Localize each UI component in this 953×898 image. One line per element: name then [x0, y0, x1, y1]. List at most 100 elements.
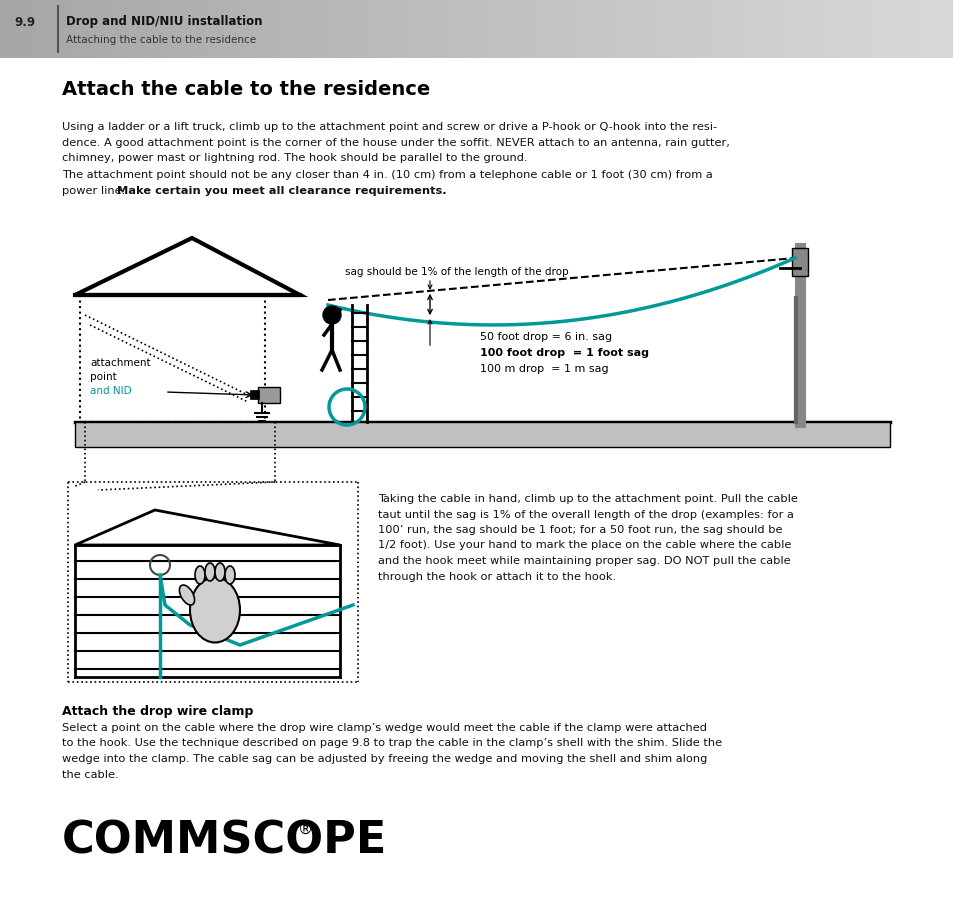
- Bar: [48, 0, 52, 58]
- Text: 50 foot drop = 6 in. sag: 50 foot drop = 6 in. sag: [479, 332, 612, 342]
- Bar: [801, 0, 805, 58]
- Bar: [743, 0, 748, 58]
- Bar: [948, 0, 953, 58]
- Bar: [324, 0, 329, 58]
- Bar: [700, 0, 705, 58]
- Bar: [519, 0, 524, 58]
- Bar: [791, 248, 807, 276]
- Bar: [596, 0, 600, 58]
- Bar: [262, 0, 267, 58]
- Bar: [233, 0, 238, 58]
- Bar: [724, 0, 729, 58]
- Bar: [29, 0, 33, 58]
- Bar: [667, 0, 672, 58]
- Bar: [553, 0, 558, 58]
- Bar: [357, 0, 362, 58]
- Bar: [524, 0, 529, 58]
- Bar: [143, 0, 148, 58]
- Bar: [753, 0, 758, 58]
- Bar: [291, 0, 295, 58]
- Bar: [248, 0, 253, 58]
- Bar: [314, 0, 319, 58]
- Bar: [448, 0, 453, 58]
- Bar: [148, 0, 152, 58]
- Bar: [286, 0, 291, 58]
- Bar: [205, 0, 210, 58]
- Text: attachment: attachment: [90, 358, 151, 368]
- Bar: [777, 0, 781, 58]
- Bar: [362, 0, 367, 58]
- Bar: [257, 0, 262, 58]
- Bar: [691, 0, 696, 58]
- Text: Attaching the cable to the residence: Attaching the cable to the residence: [66, 35, 255, 45]
- Bar: [367, 0, 372, 58]
- Bar: [824, 0, 829, 58]
- Bar: [467, 0, 472, 58]
- Bar: [510, 0, 515, 58]
- Bar: [195, 0, 200, 58]
- Bar: [843, 0, 848, 58]
- Bar: [372, 0, 376, 58]
- Bar: [534, 0, 538, 58]
- Bar: [334, 0, 338, 58]
- Bar: [91, 0, 95, 58]
- Bar: [786, 0, 791, 58]
- Text: ®: ®: [297, 822, 313, 837]
- Bar: [353, 0, 357, 58]
- Bar: [629, 0, 634, 58]
- Bar: [157, 0, 162, 58]
- Bar: [300, 0, 305, 58]
- Bar: [624, 0, 629, 58]
- Bar: [281, 0, 286, 58]
- Bar: [152, 0, 157, 58]
- Bar: [67, 0, 71, 58]
- Bar: [19, 0, 24, 58]
- Bar: [129, 0, 133, 58]
- Bar: [453, 0, 457, 58]
- Bar: [376, 0, 381, 58]
- Bar: [805, 0, 810, 58]
- Bar: [443, 0, 448, 58]
- Bar: [710, 0, 715, 58]
- Bar: [796, 0, 801, 58]
- Bar: [939, 0, 943, 58]
- Bar: [839, 0, 843, 58]
- Bar: [820, 0, 824, 58]
- Bar: [505, 0, 510, 58]
- Bar: [133, 0, 138, 58]
- Bar: [715, 0, 720, 58]
- Bar: [729, 0, 734, 58]
- Text: chimney, power mast or lightning rod. The hook should be parallel to the ground.: chimney, power mast or lightning rod. Th…: [62, 153, 527, 163]
- Bar: [529, 0, 534, 58]
- Bar: [276, 0, 281, 58]
- Polygon shape: [75, 510, 339, 545]
- Bar: [862, 0, 867, 58]
- Bar: [267, 0, 272, 58]
- Bar: [658, 0, 662, 58]
- Bar: [214, 0, 219, 58]
- Bar: [643, 0, 648, 58]
- Bar: [81, 0, 86, 58]
- Bar: [75, 422, 889, 447]
- Text: through the hook or attach it to the hook.: through the hook or attach it to the hoo…: [377, 571, 616, 582]
- Bar: [229, 0, 233, 58]
- Bar: [167, 0, 172, 58]
- Bar: [496, 0, 500, 58]
- Bar: [119, 0, 124, 58]
- Bar: [381, 0, 386, 58]
- Bar: [705, 0, 710, 58]
- Bar: [615, 0, 619, 58]
- Bar: [681, 0, 686, 58]
- Bar: [329, 0, 334, 58]
- Bar: [858, 0, 862, 58]
- Bar: [257, 387, 280, 403]
- Bar: [486, 0, 491, 58]
- Bar: [176, 0, 181, 58]
- Bar: [834, 0, 839, 58]
- Polygon shape: [75, 238, 299, 295]
- Bar: [491, 0, 496, 58]
- Bar: [57, 0, 62, 58]
- Bar: [815, 0, 820, 58]
- Bar: [110, 0, 114, 58]
- Bar: [910, 0, 915, 58]
